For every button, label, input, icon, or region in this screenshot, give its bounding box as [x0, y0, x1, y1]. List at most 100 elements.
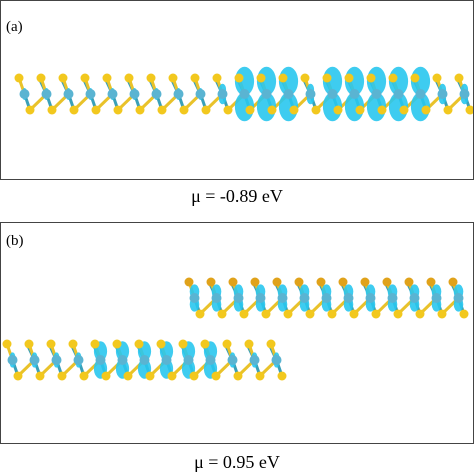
panel-a-sulfur-atom — [69, 105, 79, 115]
panel-a-sulfur-atom — [190, 73, 200, 83]
panel-b-upper-sulfur-atom — [360, 277, 370, 287]
panel-a-metal-atom — [239, 89, 250, 99]
panel-a-sulfur-atom — [212, 73, 222, 83]
panel-b-upper-sulfur-atom — [272, 277, 282, 287]
panel-b-upper-sulfur-atom — [239, 309, 249, 319]
panel-b-lower-sulfur-atom — [211, 371, 221, 381]
panel-b-upper-metal-atom — [431, 293, 442, 303]
panel-a-metal-atom — [393, 89, 404, 99]
panel-b-lower-sulfur-atom — [101, 371, 111, 381]
panel-b-lower-metal-atom — [139, 355, 150, 365]
panel-b-upper-sulfur-atom — [382, 277, 392, 287]
panel-b-upper-metal-atom — [299, 293, 310, 303]
panel-b-lower-metal-atom — [117, 355, 128, 365]
panel-b-upper-metal-atom — [233, 293, 244, 303]
panel-b-lower-metal-atom — [73, 355, 84, 365]
panel-b-upper-metal-atom — [321, 293, 332, 303]
panel-a-sulfur-atom — [289, 105, 299, 115]
panel-b-lower-sulfur-atom — [112, 339, 122, 349]
panel-b-upper-sulfur-atom — [437, 309, 447, 319]
panel-b-upper-metal-atom — [365, 293, 376, 303]
panel-b-upper-sulfur-atom — [327, 309, 337, 319]
panel-a-metal-atom — [371, 89, 382, 99]
panel-a-sulfur-atom — [454, 73, 464, 83]
panel-b-lower-metal-atom — [249, 355, 260, 365]
panel-a-label: (a) — [6, 19, 23, 35]
panel-b-upper-metal-atom — [211, 293, 222, 303]
panel-a-sulfur-atom — [465, 105, 473, 115]
panel-b-lower-sulfur-atom — [167, 371, 177, 381]
panel-b-upper-sulfur-atom — [393, 309, 403, 319]
panel-b-lower-sulfur-atom — [134, 339, 144, 349]
panel-b-lower-sulfur-atom — [233, 371, 243, 381]
panel-b-upper-sulfur-atom — [206, 277, 216, 287]
panel-a-sulfur-atom — [432, 73, 442, 83]
panel-a-sulfur-atom — [256, 73, 266, 83]
panel-a-metal-atom — [283, 89, 294, 99]
panel-b-lower-sulfur-atom — [57, 371, 67, 381]
panel-a-sulfur-atom — [146, 73, 156, 83]
panel-a-metal-atom — [41, 89, 52, 99]
panel-b-upper-sulfur-atom — [305, 309, 315, 319]
panel-a-metal-atom — [217, 89, 228, 99]
panel-a-metal-atom — [151, 89, 162, 99]
panel-b-lower-sulfur-atom — [266, 339, 276, 349]
panel-a-sulfur-atom — [47, 105, 57, 115]
panel-a-structure — [14, 66, 473, 122]
panel-b-label: (b) — [6, 233, 24, 249]
panel-a-sulfur-atom — [179, 105, 189, 115]
panel-a-sulfur-atom — [135, 105, 145, 115]
panel-b-structure — [2, 277, 469, 381]
panel-a-caption: μ = -0.89 eV — [191, 186, 283, 206]
panel-a-sulfur-atom — [344, 73, 354, 83]
panel-b-lower-sulfur-atom — [123, 371, 133, 381]
panel-a-metal-atom — [261, 89, 272, 99]
panel-b-upper-sulfur-atom — [415, 309, 425, 319]
panel-a-sulfur-atom — [300, 73, 310, 83]
panel-b-lower-metal-atom — [205, 355, 216, 365]
panel-b-upper-metal-atom — [277, 293, 288, 303]
panel-b-upper-sulfur-atom — [426, 277, 436, 287]
panel-a-metal-atom — [129, 89, 140, 99]
panel-b-upper-sulfur-atom — [184, 277, 194, 287]
panel-b-upper-metal-atom — [189, 293, 200, 303]
panel-a-sulfur-atom — [355, 105, 365, 115]
panel-b-upper-sulfur-atom — [250, 277, 260, 287]
panel-a-sulfur-atom — [388, 73, 398, 83]
panel-a-sulfur-atom — [91, 105, 101, 115]
panel-a-metal-atom — [415, 89, 426, 99]
panel-b-upper-metal-atom — [409, 293, 420, 303]
panel-b-lower-metal-atom — [95, 355, 106, 365]
panel-b-lower-metal-atom — [29, 355, 40, 365]
panel-a-sulfur-atom — [399, 105, 409, 115]
panel-b-upper-metal-atom — [453, 293, 464, 303]
panel-b-lower-metal-atom — [161, 355, 172, 365]
panel-a-sulfur-atom — [267, 105, 277, 115]
panel-a-metal-atom — [327, 89, 338, 99]
panel-b-lower-sulfur-atom — [145, 371, 155, 381]
panel-b-lower-metal-atom — [7, 355, 18, 365]
panel-a-metal-atom — [173, 89, 184, 99]
panel-a-sulfur-atom — [168, 73, 178, 83]
panel-b-lower-sulfur-atom — [200, 339, 210, 349]
panel-a-sulfur-atom — [113, 105, 123, 115]
panel-b-lower-sulfur-atom — [2, 339, 12, 349]
panel-b-upper-sulfur-atom — [349, 309, 359, 319]
panel-a-metal-atom — [107, 89, 118, 99]
panel-a-sulfur-atom — [36, 73, 46, 83]
panel-b-lower-sulfur-atom — [277, 371, 287, 381]
panel-b-upper-metal-atom — [343, 293, 354, 303]
panel-b-caption: μ = 0.95 eV — [194, 452, 280, 472]
panel-b-upper-sulfur-atom — [261, 309, 271, 319]
panel-b-lower-sulfur-atom — [46, 339, 56, 349]
panel-a-sulfur-atom — [443, 105, 453, 115]
panel-b-lower-sulfur-atom — [222, 339, 232, 349]
panel-a-sulfur-atom — [333, 105, 343, 115]
panel-b-lower-metal-atom — [271, 355, 282, 365]
panel-a-sulfur-atom — [377, 105, 387, 115]
panel-a-sulfur-atom — [58, 73, 68, 83]
panel-a-sulfur-atom — [322, 73, 332, 83]
panel-b-upper-metal-atom — [255, 293, 266, 303]
panel-a-metal-atom — [85, 89, 96, 99]
panel-a-metal-atom — [459, 89, 470, 99]
